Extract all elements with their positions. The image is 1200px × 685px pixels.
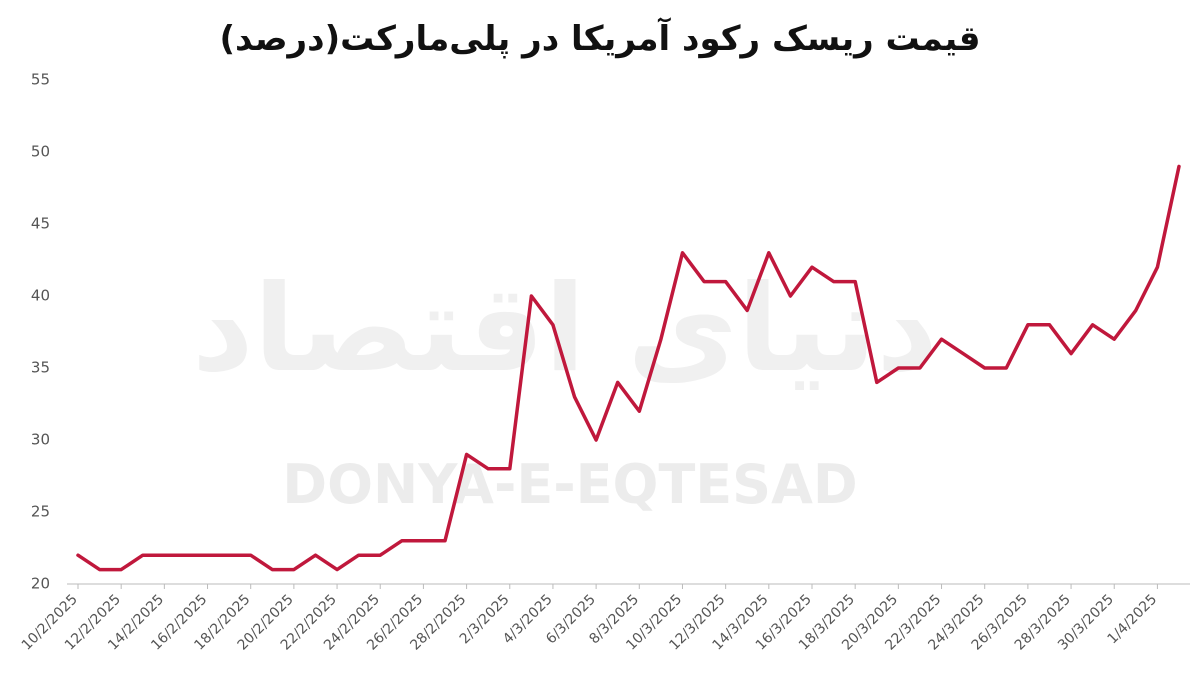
y-tick-label: 50	[31, 143, 50, 161]
watermark: DONYA-E-EQTESAD	[282, 453, 857, 516]
y-tick-label: 20	[31, 575, 50, 593]
chart-title: قیمت ریسک رکود آمریکا در پلی‌مارکت(درصد)	[220, 17, 981, 59]
y-tick-label: 55	[31, 71, 50, 89]
y-tick-label: 40	[31, 287, 50, 305]
y-tick-label: 25	[31, 503, 50, 521]
y-tick-label: 35	[31, 359, 50, 377]
line-series	[76, 164, 1181, 572]
y-tick-label: 30	[31, 431, 50, 449]
watermark-fa: دنیای اقتصاد	[192, 260, 938, 399]
y-tick-label: 45	[31, 215, 50, 233]
